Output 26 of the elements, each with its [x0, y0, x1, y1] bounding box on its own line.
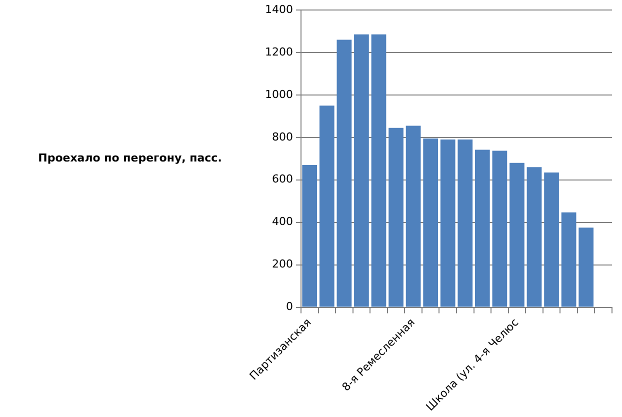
y-tick-label: 1000 [264, 88, 293, 101]
bar [561, 212, 576, 307]
y-tick-label: 200 [272, 258, 293, 271]
bar [526, 167, 542, 307]
y-tick-label: 800 [272, 130, 293, 144]
bar [388, 128, 404, 307]
bar [474, 150, 490, 307]
y-tick-label: 1200 [264, 45, 293, 58]
y-tick-label: 0 [286, 300, 293, 314]
y-tick-label: 1400 [264, 2, 293, 16]
bar [406, 126, 421, 307]
bar [492, 150, 508, 307]
bar [440, 140, 456, 307]
bar [510, 162, 524, 307]
bar [423, 138, 438, 307]
bar [578, 228, 594, 307]
bar [544, 172, 559, 307]
bar [319, 106, 334, 307]
bar [371, 34, 386, 307]
y-tick-label: 400 [272, 215, 293, 228]
bar [458, 140, 473, 307]
bar [336, 40, 352, 307]
y-tick-label: 600 [272, 172, 293, 186]
bar [302, 165, 318, 307]
y-axis-title: Проехало по перегону, пасс. [38, 152, 222, 165]
bar [354, 34, 369, 307]
